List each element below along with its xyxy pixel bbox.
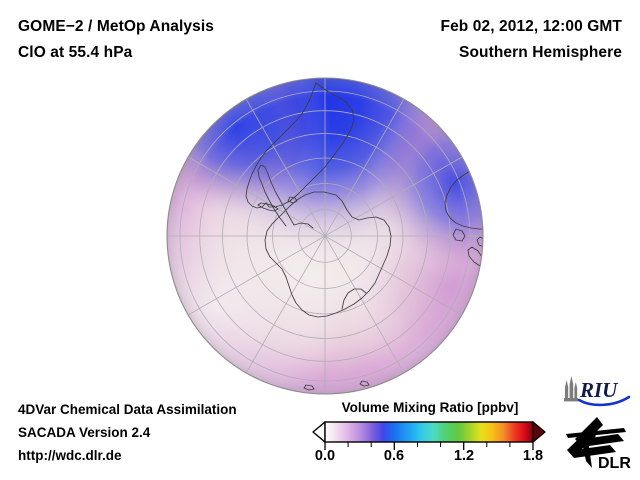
footer-line-url[interactable]: http://wdc.dlr.de: [18, 448, 122, 463]
colorbar-minor-ticks: [347, 442, 511, 447]
colorbar-tick-label-1: 0.6: [383, 448, 405, 464]
colorbar-title: Volume Mixing Ratio [ppbv]: [341, 400, 519, 415]
colorbar-extend-left: [312, 421, 326, 443]
colorbar-gradient: [324, 421, 534, 443]
globe-limb: [166, 77, 484, 395]
datetime-label: Feb 02, 2012, 12:00 GMT: [440, 18, 622, 35]
riu-wordmark: RIU: [579, 378, 619, 402]
colorbar-svg: [312, 421, 546, 450]
graticule: [167, 78, 483, 394]
cathedral-spires-icon: [564, 376, 578, 402]
riu-logo: RIU: [564, 376, 631, 407]
colorbar-ticks: [324, 442, 534, 450]
page-title: GOME−2 / MetOp Analysis: [18, 18, 214, 35]
orthographic-projection-svg: [166, 77, 484, 395]
hemisphere-label: Southern Hemisphere: [459, 44, 622, 61]
colorbar-extend-right: [532, 421, 546, 443]
colorbar-tick-label-2: 1.2: [453, 448, 475, 464]
colorbar-tick-label-0: 0.0: [314, 448, 336, 464]
colorbar-tick-label-3: 1.8: [522, 448, 544, 464]
colorbar: Volume Mixing Ratio [ppbv]: [305, 400, 555, 472]
dlr-emblem-icon: [566, 417, 626, 468]
footer-line-method: 4DVar Chemical Data Assimilation: [18, 402, 237, 417]
dlr-logo: DLR: [566, 417, 631, 472]
species-subtitle: ClO at 55.4 hPa: [18, 44, 133, 61]
dlr-wordmark: DLR: [598, 455, 631, 472]
globe-map: [166, 77, 484, 395]
riu-swoosh-icon: [577, 395, 631, 407]
footer-line-version: SACADA Version 2.4: [18, 425, 151, 440]
